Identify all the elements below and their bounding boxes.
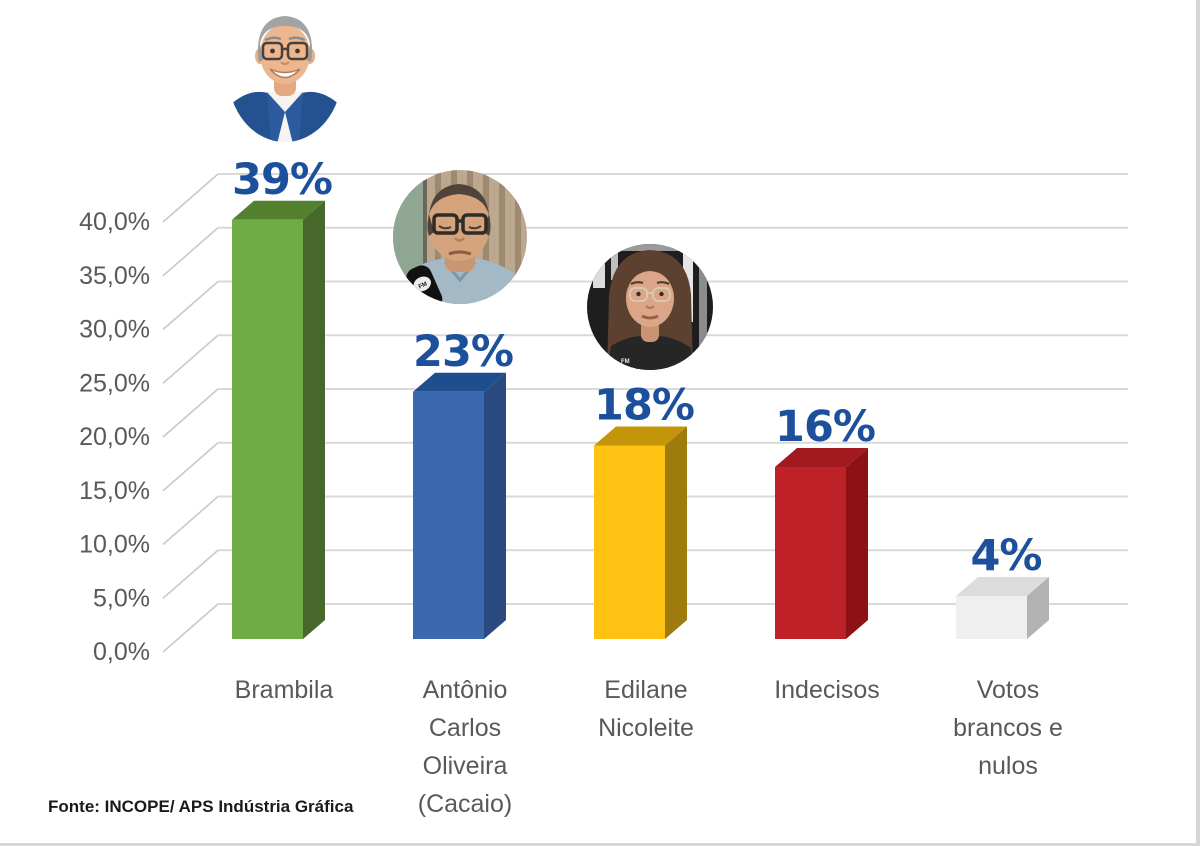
category-label-edilane-nicoleite-line2: Nicoleite xyxy=(598,714,694,742)
ytick-label-0: 0,0% xyxy=(93,638,150,666)
eye-left xyxy=(438,225,452,230)
value-label-edilane-nicoleite: 18% xyxy=(594,381,694,431)
ytick-label-5: 5,0% xyxy=(93,584,150,612)
mouth xyxy=(641,314,659,320)
cacaio-photo: FM xyxy=(393,170,527,304)
eyebrow-left xyxy=(264,36,282,42)
gridline-diagonal-40 xyxy=(162,173,219,223)
category-label-indecisos-line1: Indecisos xyxy=(774,676,880,704)
bar-side-votos-brancos-e-nulos xyxy=(1027,577,1049,639)
face xyxy=(428,191,490,261)
glasses-left xyxy=(261,41,284,61)
bar-brambila xyxy=(232,219,303,639)
eye-left xyxy=(270,48,275,54)
gridline-diagonal-25 xyxy=(162,334,219,384)
category-label-antonio-carlos-oliveira-cacaio-line1: Antônio xyxy=(423,676,508,704)
category-label-votos-brancos-e-nulos-line2: brancos e xyxy=(953,714,1063,742)
hair xyxy=(429,184,489,214)
dark-top xyxy=(607,335,695,370)
gridline-diagonal-15 xyxy=(162,442,219,492)
glasses-left xyxy=(432,213,459,235)
edilane-photo: FM xyxy=(587,244,713,370)
glasses-right xyxy=(286,41,309,61)
ytick-label-10: 10,0% xyxy=(79,531,150,559)
bar-side-antonio-carlos-oliveira-cacaio xyxy=(484,372,506,639)
bar-top-antonio-carlos-oliveira-cacaio xyxy=(413,372,506,392)
hair-side-right xyxy=(307,44,312,62)
bar-side-edilane-nicoleite xyxy=(665,426,687,639)
category-label-edilane-nicoleite-line1: Edilane xyxy=(604,676,687,704)
hair xyxy=(257,16,313,56)
bar-side-indecisos xyxy=(846,448,868,639)
eye-left xyxy=(636,291,641,297)
nose xyxy=(454,237,465,242)
glasses-right xyxy=(652,287,671,302)
category-label-antonio-carlos-oliveira-cacaio-line4: (Cacaio) xyxy=(418,790,512,818)
eyebrow-right xyxy=(288,36,306,42)
eye-right xyxy=(659,291,664,297)
category-label-brambila-line1: Brambila xyxy=(235,676,334,704)
glasses-left xyxy=(629,287,648,302)
eyebrow-left xyxy=(630,281,644,285)
category-label-votos-brancos-e-nulos-line1: Votos xyxy=(977,676,1040,704)
glasses-right xyxy=(461,213,488,235)
eye-right xyxy=(468,225,482,230)
eyebrow-right xyxy=(656,281,670,285)
face xyxy=(626,269,674,327)
ytick-label-35: 35,0% xyxy=(79,262,150,290)
bar-indecisos xyxy=(775,467,846,639)
hair-side-left xyxy=(258,44,263,62)
lapel-right xyxy=(285,92,303,142)
value-label-brambila: 39% xyxy=(232,155,332,205)
ytick-label-20: 20,0% xyxy=(79,423,150,451)
bar-edilane-nicoleite xyxy=(594,445,665,639)
category-label-antonio-carlos-oliveira-cacaio-line3: Oliveira xyxy=(423,752,508,780)
lapel-left xyxy=(267,92,285,142)
window-frame xyxy=(423,170,427,304)
smile xyxy=(269,68,301,79)
ytick-label-15: 15,0% xyxy=(79,477,150,505)
svg-text:FM: FM xyxy=(418,281,428,290)
gridline-diagonal-10 xyxy=(162,495,219,546)
hair-front xyxy=(626,260,674,294)
source-text: Fonte: INCOPE/ APS Indústria Gráfica xyxy=(48,797,354,816)
bar-votos-brancos-e-nulos xyxy=(956,596,1027,639)
nose xyxy=(280,61,290,65)
category-label-votos-brancos-e-nulos-line3: nulos xyxy=(978,752,1038,780)
mic-logo: FM xyxy=(621,359,630,365)
nose xyxy=(645,305,655,309)
bar-side-brambila xyxy=(303,200,325,639)
ytick-label-40: 40,0% xyxy=(79,208,150,236)
value-label-votos-brancos-e-nulos: 4% xyxy=(970,531,1041,581)
value-label-antonio-carlos-oliveira-cacaio: 23% xyxy=(413,327,513,377)
bar-top-indecisos xyxy=(775,448,868,467)
gridline-diagonal-5 xyxy=(162,549,219,599)
bar-top-brambila xyxy=(232,200,325,220)
gridline-diagonal-20 xyxy=(162,388,219,438)
bar-antonio-carlos-oliveira-cacaio xyxy=(413,391,484,639)
gridline-diagonal-35 xyxy=(162,227,219,277)
ytick-label-25: 25,0% xyxy=(79,369,150,397)
gridline-diagonal-0 xyxy=(162,603,219,653)
bar-top-votos-brancos-e-nulos xyxy=(956,577,1049,596)
hair-side-left xyxy=(427,214,434,236)
gridline-diagonal-30 xyxy=(162,280,219,331)
category-label-antonio-carlos-oliveira-cacaio-line2: Carlos xyxy=(429,714,501,742)
value-label-indecisos: 16% xyxy=(775,402,875,452)
ytick-label-30: 30,0% xyxy=(79,316,150,344)
eye-right xyxy=(295,48,300,54)
bar-top-edilane-nicoleite xyxy=(594,426,687,446)
brambila-photo xyxy=(228,6,342,142)
mouth xyxy=(448,250,472,256)
